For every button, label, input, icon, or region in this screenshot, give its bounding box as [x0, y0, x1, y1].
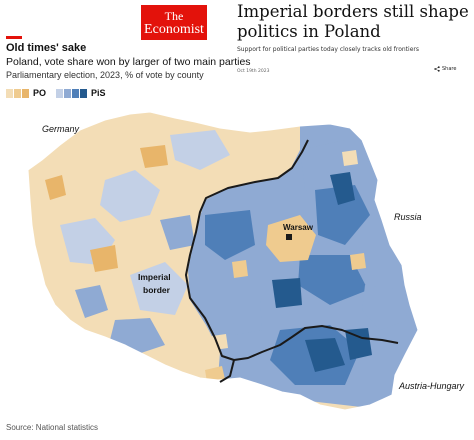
article-headline: Imperial borders still shape politics in…	[237, 2, 469, 41]
legend-po-swatch-1	[6, 88, 13, 98]
warsaw-marker	[286, 234, 292, 240]
legend-pis-swatch-2	[64, 88, 72, 98]
chart-accent-bar	[6, 36, 22, 39]
label-imperial-border-line2: border	[143, 285, 171, 295]
east-pis-dark-2	[205, 210, 255, 260]
west-pis-blob-6	[75, 285, 108, 318]
east-po-city-1	[232, 260, 248, 278]
economist-logo[interactable]: The Economist	[141, 5, 207, 40]
east-po-city-2	[350, 253, 366, 270]
west-pis-blob-3	[130, 262, 188, 315]
chart-subtitle: Poland, vote share won by larger of two …	[6, 56, 251, 68]
east-pis-mid-3	[230, 300, 262, 335]
legend-pis-label: PiS	[91, 88, 106, 98]
article-date: Oct 19th 2023	[237, 69, 270, 74]
label-austria-hungary: Austria-Hungary	[398, 381, 465, 391]
chart-unit-note: Parliamentary election, 2023, % of vote …	[6, 70, 204, 80]
west-pis-blob-1	[100, 170, 160, 222]
imperial-border-prussia-russia	[185, 139, 309, 383]
east-pis-mid-2	[362, 285, 408, 330]
chart-title: Old times' sake	[6, 42, 87, 54]
west-pis-blob-5	[170, 130, 230, 170]
county-fills	[28, 112, 418, 410]
legend-po-swatch-3	[22, 88, 29, 98]
east-po-city-4	[342, 150, 358, 166]
article-standfirst: Support for political parties today clos…	[237, 46, 419, 53]
poland-outline	[27, 111, 419, 411]
label-russia: Russia	[394, 212, 422, 222]
share-icon	[434, 66, 440, 72]
east-pis-darkest-1	[330, 172, 355, 205]
west-po-patch-2	[140, 145, 168, 168]
share-label: Share	[442, 66, 457, 72]
label-germany: Germany	[42, 124, 80, 134]
imperial-border-russia-austria	[233, 325, 399, 361]
east-pis-darkest-4	[345, 328, 372, 360]
map-legend: PO PiS	[6, 88, 116, 98]
logo-line-2: Economist	[144, 22, 204, 37]
chart-source: Source: National statistics	[6, 423, 99, 432]
west-pis-blob-7	[160, 215, 195, 250]
share-button[interactable]: Share	[434, 66, 456, 72]
logo-line-1: The	[164, 9, 184, 23]
legend-po-label: PO	[33, 88, 47, 98]
east-pis-dark-1	[315, 185, 370, 245]
east-pis-darkest-3	[305, 338, 345, 372]
legend-po-swatches	[6, 88, 30, 98]
legend-pis-swatch-3	[72, 88, 80, 98]
legend-pis-swatches	[56, 88, 88, 98]
east-pis-darkest-2	[272, 278, 302, 308]
legend-po-swatch-2	[14, 88, 21, 98]
legend-pis-swatch-4	[80, 88, 88, 98]
poland-choropleth-map: Germany Russia Warsaw Imperial border Au…	[27, 111, 465, 411]
label-warsaw: Warsaw	[283, 223, 314, 232]
label-imperial-border-line1: Imperial	[138, 272, 171, 282]
east-pis-dark-3	[298, 255, 368, 305]
west-po-patch-3	[45, 175, 66, 200]
legend-pis-swatch-1	[56, 88, 64, 98]
west-po-patch-1	[90, 245, 118, 272]
